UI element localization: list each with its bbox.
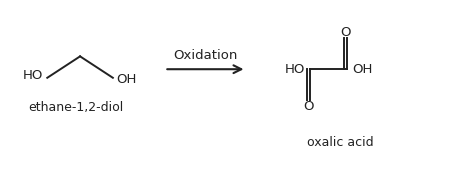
Text: oxalic acid: oxalic acid (307, 136, 374, 149)
Text: OH: OH (117, 73, 137, 86)
Text: OH: OH (352, 63, 372, 76)
Text: ethane-1,2-diol: ethane-1,2-diol (28, 101, 123, 114)
Text: HO: HO (23, 69, 44, 82)
Text: O: O (340, 26, 351, 39)
Text: O: O (303, 100, 313, 113)
Text: Oxidation: Oxidation (173, 49, 237, 62)
Text: HO: HO (284, 63, 305, 76)
